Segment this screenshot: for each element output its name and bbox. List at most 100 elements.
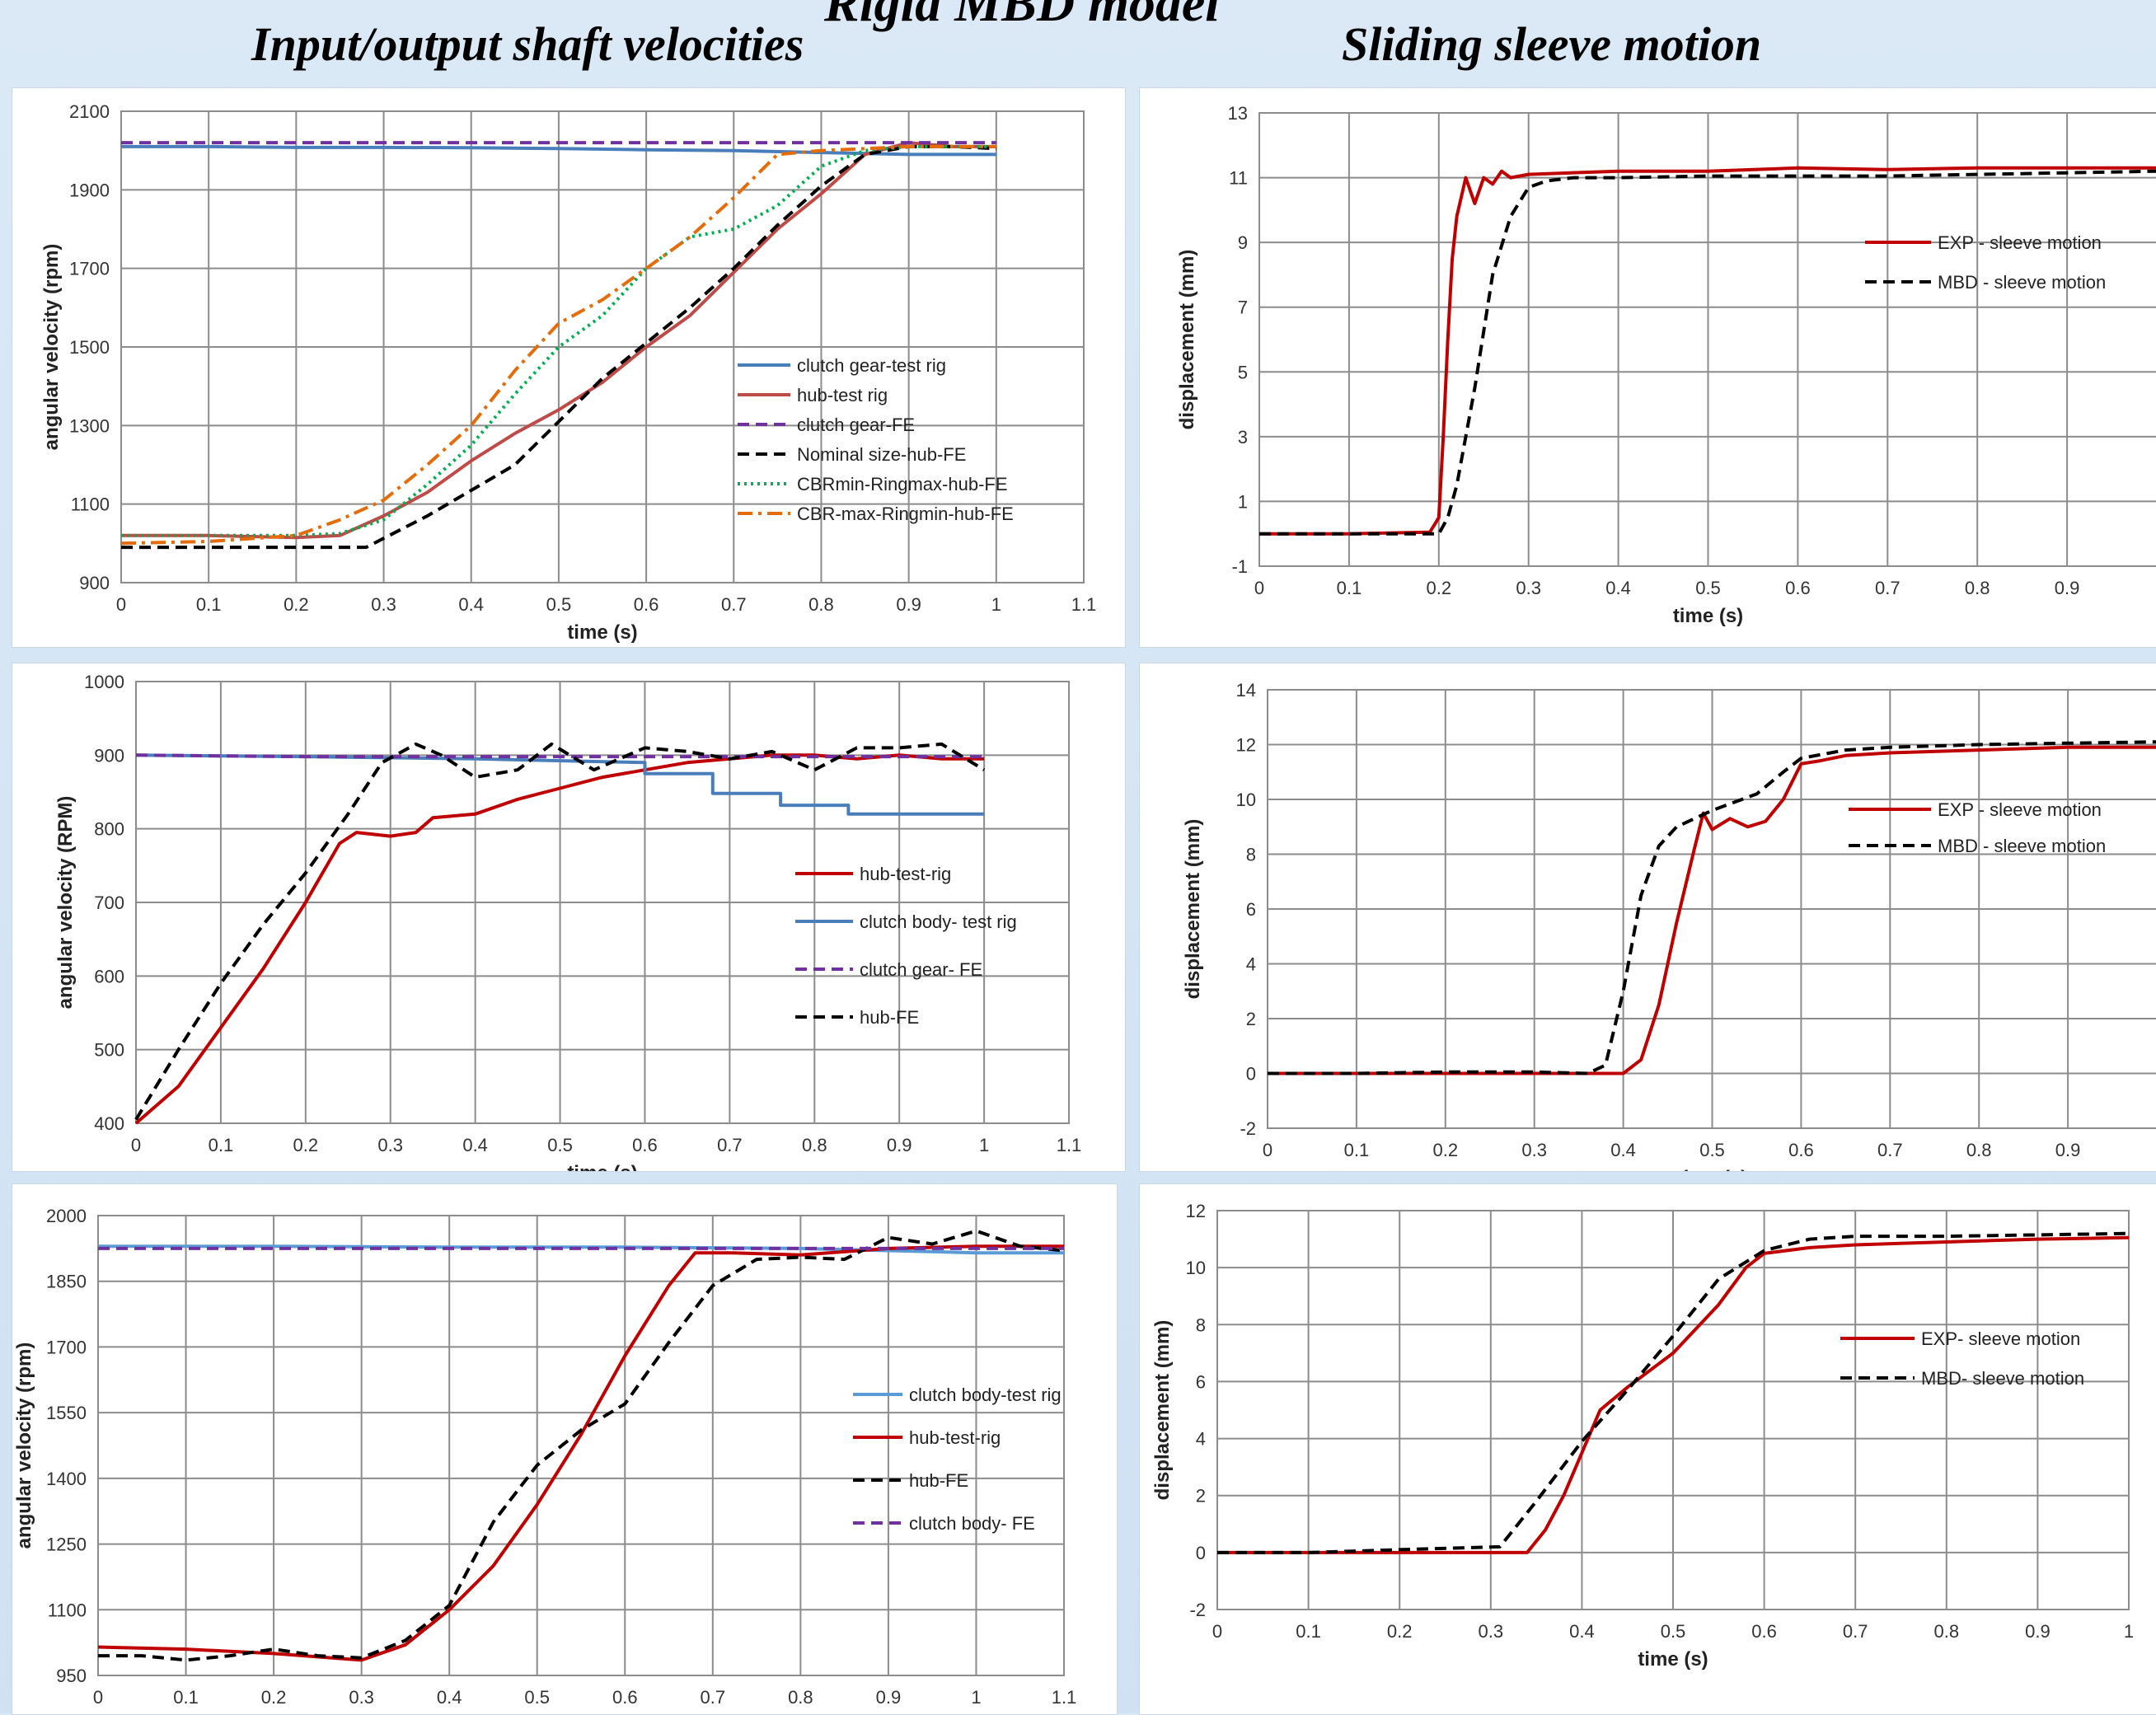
x-tick-label: 0.4 xyxy=(437,1687,462,1708)
main-title: Rigid MBD model xyxy=(824,0,1221,32)
y-tick-label: 1850 xyxy=(46,1272,87,1292)
y-tick-label: 2 xyxy=(1246,1009,1256,1029)
x-tick-label: 0.7 xyxy=(1843,1621,1868,1642)
legend-label: EXP- sleeve motion xyxy=(1921,1328,2080,1349)
chart-panel-sleeve3: 0 0.1 0.2 0.3 0.4 0.5 0.6 0.7 0.8 0.9 1 -2 0 2 4 6 8 10 12… xyxy=(1139,1183,2156,1715)
x-tick-label: 0.6 xyxy=(634,594,659,615)
y-tick-label: 3 xyxy=(1238,427,1248,447)
x-tick-label: 0.8 xyxy=(1934,1621,1960,1642)
left-column-title: Input/output shaft velocities xyxy=(251,17,804,71)
series-line-3 xyxy=(135,753,985,759)
y-tick-label: 0 xyxy=(1196,1543,1206,1563)
y-tick-label: -1 xyxy=(1231,556,1248,577)
chart-vel1: 0 0.1 0.2 0.3 0.4 0.5 0.6 0.7 0.8 0.9 1 1.1 900 1100 1… xyxy=(40,101,1097,644)
legend-label: clutch body- FE xyxy=(909,1513,1035,1534)
x-tick-label: 0.9 xyxy=(896,594,921,615)
right-column-title: Sliding sleeve motion xyxy=(1342,17,1762,71)
series-line-2 xyxy=(1268,740,2156,1075)
series-line-2 xyxy=(97,1244,1064,1662)
y-tick-label: 0 xyxy=(1246,1064,1256,1085)
y-axis-label: displacement (mm) xyxy=(1151,1320,1174,1501)
x-tick-label: 0.5 xyxy=(546,594,572,615)
x-tick-label: 0.9 xyxy=(2025,1621,2051,1642)
x-tick-label: 0.7 xyxy=(1877,1140,1903,1160)
x-tick-label: 0.6 xyxy=(1785,578,1811,598)
x-tick-label: 0.7 xyxy=(701,1687,726,1708)
x-tick-label: 0.2 xyxy=(1387,1621,1413,1642)
series-line-3 xyxy=(98,1229,1065,1662)
x-tick-label: 0.1 xyxy=(1337,578,1362,598)
x-tick-label: 0.5 xyxy=(547,1135,573,1155)
x-tick-label: 0.8 xyxy=(1966,1140,1992,1160)
legend-label: clutch gear-FE xyxy=(797,415,915,435)
x-tick-label: 0.4 xyxy=(462,1135,488,1155)
legend-label: hub-test rig xyxy=(797,385,888,405)
series-line-4 xyxy=(121,144,996,550)
y-axis-label: displacement (mm) xyxy=(1182,819,1204,1000)
legend-label: CBR-max-Ringmin-hub-FE xyxy=(797,504,1014,524)
legend-label: MBD - sleeve motion xyxy=(1938,272,2106,293)
y-tick-label: 2000 xyxy=(46,1206,87,1226)
x-tick-label: 0.8 xyxy=(808,594,834,615)
x-tick-label: 1 xyxy=(2124,1621,2134,1642)
x-tick-label: 0.1 xyxy=(1344,1140,1370,1160)
y-tick-label: 1100 xyxy=(71,494,110,515)
y-tick-label: 11 xyxy=(1229,168,1248,189)
legend-label: clutch body-test rig xyxy=(909,1385,1062,1405)
y-tick-label: 900 xyxy=(79,573,110,593)
y-tick-label: 12 xyxy=(1186,1201,1206,1221)
y-tick-label: 600 xyxy=(94,966,124,986)
legend: EXP- sleeve motion MBD- sleeve motion xyxy=(1840,1328,2084,1389)
legend: hub-test-rig clutch body- test rig clutch … xyxy=(795,864,1017,1028)
y-tick-label: 10 xyxy=(1236,790,1256,810)
legend-label: CBRmin-Ringmax-hub-FE xyxy=(797,474,1008,494)
series-line-5 xyxy=(121,144,996,537)
x-tick-label: 0.6 xyxy=(612,1687,638,1708)
x-tick-label: 0.7 xyxy=(717,1135,743,1155)
y-tick-label: 12 xyxy=(1236,735,1256,756)
series-line-2 xyxy=(135,753,985,816)
chart-vel3: 0 0.1 0.2 0.3 0.4 0.5 0.6 0.7 0.8 0.9 1 1.1 950 1100 1… xyxy=(13,1206,1077,1708)
y-tick-label: -2 xyxy=(1189,1600,1206,1620)
x-tick-label: 0.6 xyxy=(1788,1140,1814,1160)
x-tick-label: 0 xyxy=(116,594,126,615)
y-tick-label: 1500 xyxy=(69,337,110,358)
series-line-1 xyxy=(1259,166,2156,536)
legend-label: EXP - sleeve motion xyxy=(1938,799,2102,820)
x-tick-label: 0.2 xyxy=(261,1687,287,1708)
x-tick-label: 1 xyxy=(979,1135,989,1155)
x-tick-label: 0.8 xyxy=(802,1135,827,1155)
x-tick-label: 1 xyxy=(991,594,1001,615)
x-tick-label: 0.1 xyxy=(1296,1621,1321,1642)
x-axis-label: time (s) xyxy=(1638,1648,1708,1670)
x-tick-label: 0.9 xyxy=(2055,578,2080,598)
chart-sleeve2: 0 0.1 0.2 0.3 0.4 0.5 0.6 0.7 0.8 0.9 -2 0 2 4 6 8 10 12 1… xyxy=(1182,680,2156,1171)
x-tick-label: 0 xyxy=(93,1687,103,1708)
series-line-1 xyxy=(98,1244,1064,1255)
chart-panel-vel2: 0 0.1 0.2 0.3 0.4 0.5 0.6 0.7 0.8 0.9 1 1.1 400 500 60… xyxy=(12,663,1126,1172)
y-tick-label: 1100 xyxy=(48,1600,87,1620)
x-tick-label: 0.2 xyxy=(1433,1140,1459,1160)
y-tick-label: 500 xyxy=(94,1040,124,1061)
series-line-6 xyxy=(120,144,996,546)
x-tick-label: 0.7 xyxy=(721,594,747,615)
plot-frame xyxy=(1267,689,2156,1129)
x-tick-label: 0.4 xyxy=(1569,1621,1595,1642)
y-tick-label: 400 xyxy=(94,1113,124,1134)
y-tick-label: 13 xyxy=(1228,103,1248,124)
y-tick-label: 1550 xyxy=(46,1403,87,1423)
plot-frame xyxy=(1216,1210,2130,1610)
y-tick-label: 6 xyxy=(1246,899,1256,920)
x-tick-label: 0.7 xyxy=(1875,578,1901,598)
x-tick-label: 0.3 xyxy=(349,1687,374,1708)
x-tick-label: 0.5 xyxy=(1699,1140,1725,1160)
legend-label: MBD- sleeve motion xyxy=(1921,1368,2084,1389)
x-tick-label: 1.1 xyxy=(1071,594,1097,615)
x-tick-label: 1 xyxy=(971,1687,981,1708)
series-line-2 xyxy=(121,141,996,540)
y-tick-label: 5 xyxy=(1238,362,1248,382)
x-tick-label: 1.1 xyxy=(1052,1687,1077,1708)
y-tick-label: 14 xyxy=(1236,680,1256,701)
x-tick-label: 0.1 xyxy=(173,1687,199,1708)
x-tick-label: 0.9 xyxy=(2055,1140,2081,1160)
